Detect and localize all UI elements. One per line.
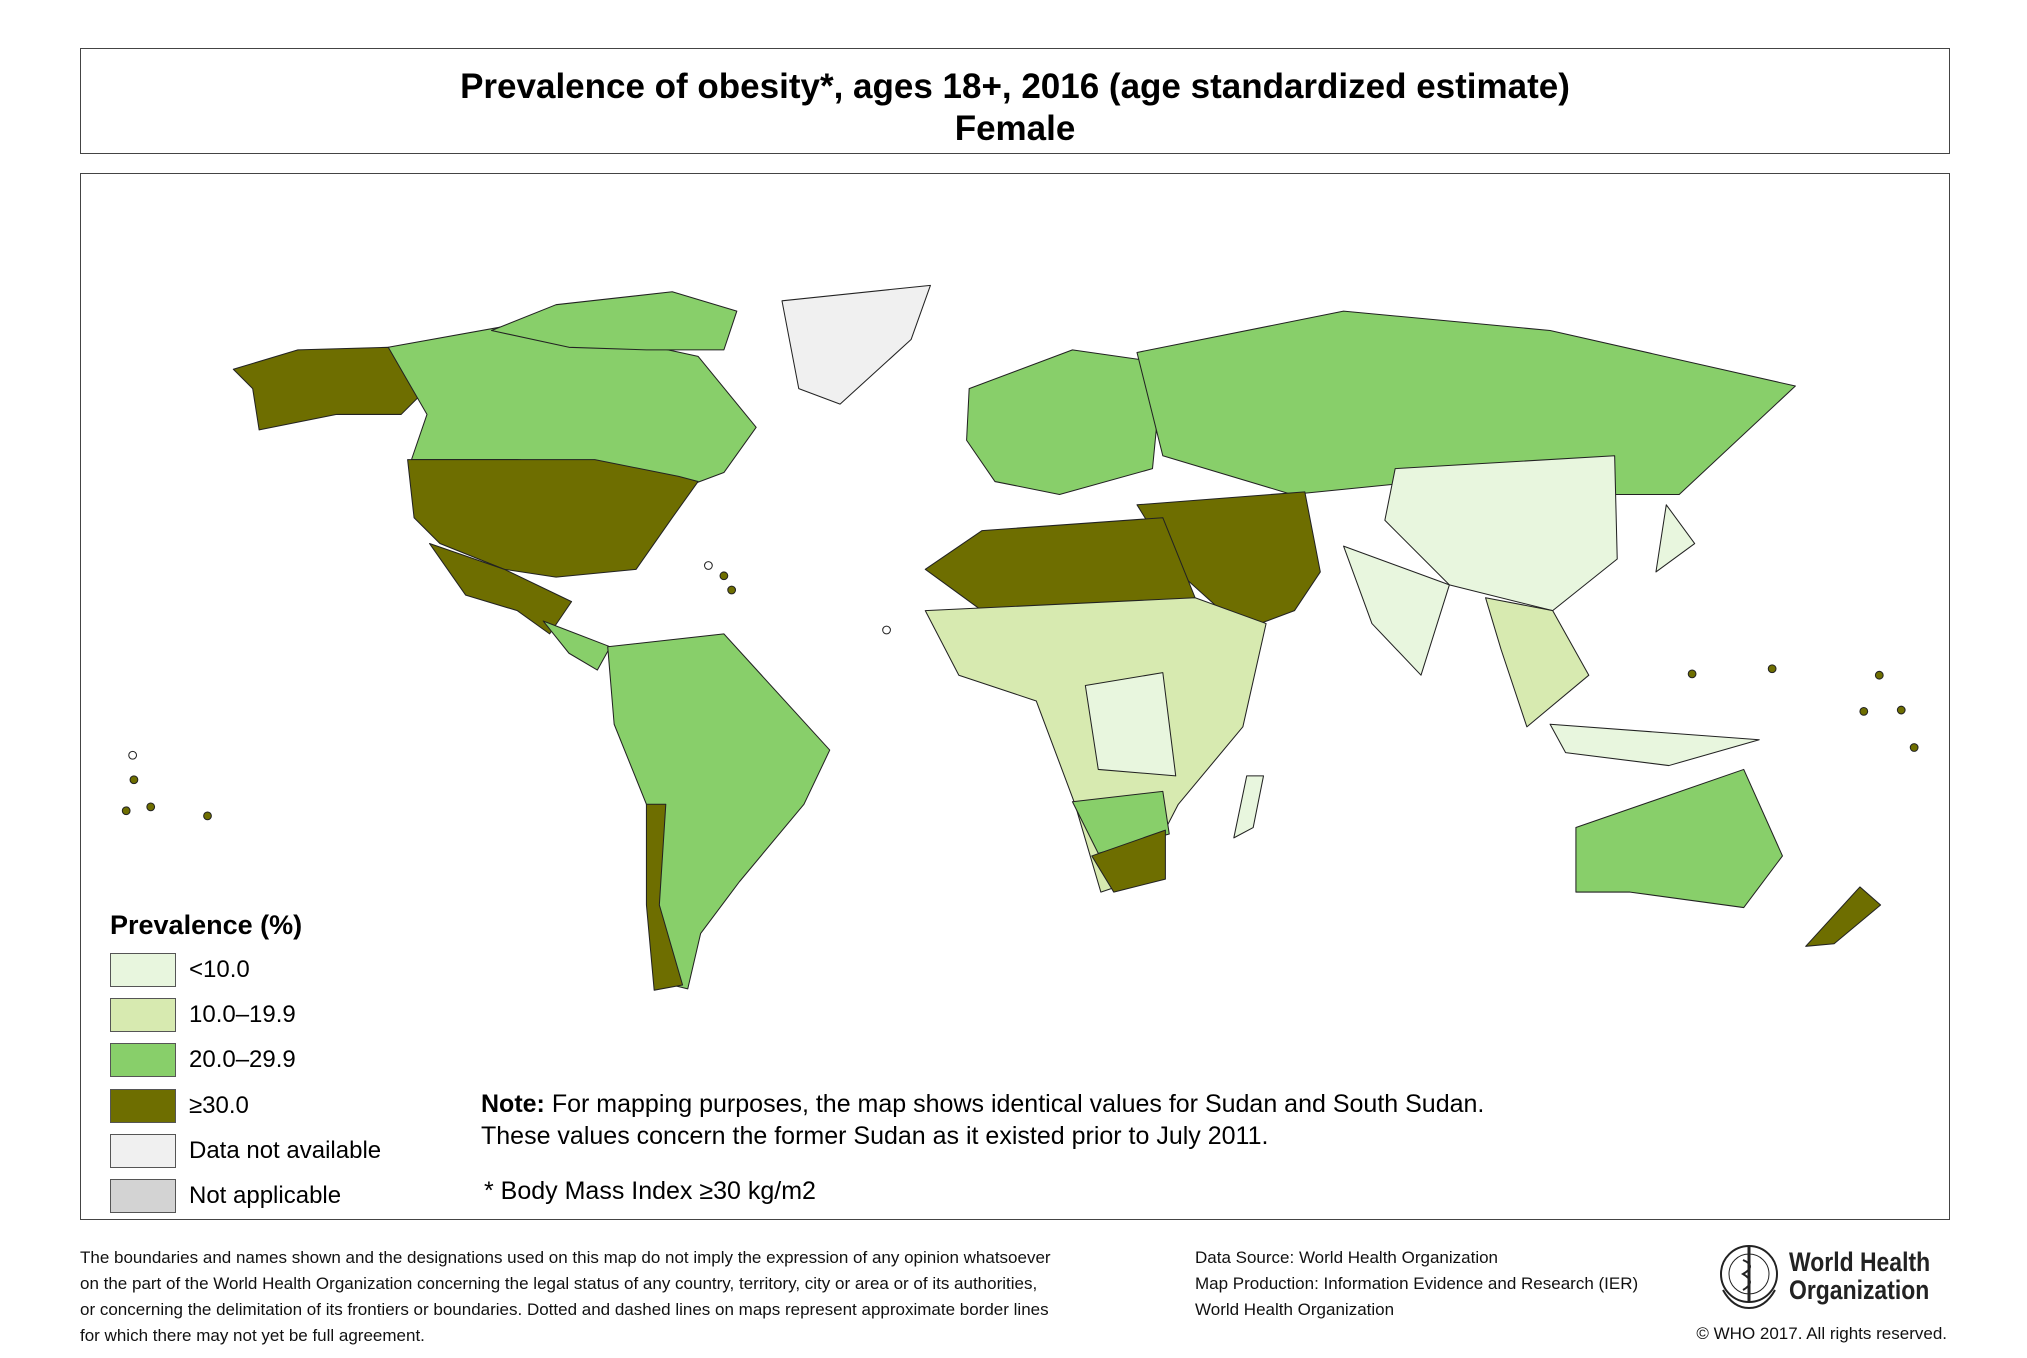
region-chile xyxy=(645,803,684,991)
disclaimer-line: or concerning the delimitation of its fr… xyxy=(80,1300,1049,1319)
region-south-america xyxy=(607,633,831,990)
region-india xyxy=(1343,545,1450,676)
pacific-islands xyxy=(121,571,1919,821)
region-central-africa xyxy=(1084,672,1177,777)
region-greenland xyxy=(781,284,931,405)
note-text: For mapping purposes, the map shows iden… xyxy=(544,1090,1485,1118)
legend-title: Prevalence (%) xyxy=(110,910,303,940)
region-usa xyxy=(407,459,699,578)
sudan-note-line2: These values concern the former Sudan as… xyxy=(481,1122,1269,1150)
region-europe xyxy=(966,349,1164,495)
region-japan xyxy=(1655,504,1696,573)
region-arctic-islands xyxy=(491,291,738,351)
region-mexico xyxy=(429,543,573,635)
region-alaska xyxy=(232,346,428,431)
logo-text: World Health xyxy=(1789,1247,1931,1277)
world-map xyxy=(121,284,1919,991)
credit-line: Data Source: World Health Organization xyxy=(1195,1248,1499,1267)
who-logo: World Health Organization xyxy=(1713,1240,1955,1312)
legend-label: 10.0–19.9 xyxy=(189,1001,296,1028)
region-southeast-asia xyxy=(1485,597,1590,728)
other-islands xyxy=(128,561,891,760)
legend-swatch-20-29 xyxy=(110,1043,176,1077)
map-title-box: Prevalence of obesity*, ages 18+, 2016 (… xyxy=(80,48,1950,154)
region-south-africa xyxy=(1091,829,1166,893)
legend-label: Data not available xyxy=(189,1137,382,1164)
legend-swatch-lt10 xyxy=(110,953,176,987)
logo-text: Organization xyxy=(1789,1275,1930,1305)
legend-swatch-10-19 xyxy=(110,998,176,1032)
legend-swatch-no-data xyxy=(110,1134,176,1168)
credit-line: World Health Organization xyxy=(1195,1300,1395,1319)
disclaimer-line: on the part of the World Health Organiza… xyxy=(80,1274,1038,1293)
legend-label: Not applicable xyxy=(189,1182,342,1209)
map-subtitle: Female xyxy=(954,109,1076,148)
region-australia xyxy=(1575,768,1783,909)
note-label: Note: xyxy=(481,1090,545,1118)
legend-swatch-ge30 xyxy=(110,1089,176,1123)
region-madagascar xyxy=(1233,775,1265,839)
region-indonesia xyxy=(1549,723,1760,767)
region-north-africa xyxy=(924,517,1196,612)
credit-line: Map Production: Information Evidence and… xyxy=(1195,1274,1639,1293)
who-emblem-icon xyxy=(1720,1245,1778,1310)
region-new-zealand xyxy=(1805,886,1882,947)
legend-label: <10.0 xyxy=(189,956,250,983)
map-frame xyxy=(80,173,1950,1220)
map-title: Prevalence of obesity*, ages 18+, 2016 (… xyxy=(460,67,1570,106)
credits: Data Source: World Health Organization M… xyxy=(1195,1245,1638,1323)
legend-swatch-not-applicable xyxy=(110,1179,176,1213)
copyright: © WHO 2017. All rights reserved. xyxy=(1696,1324,1947,1343)
legend-label: 20.0–29.9 xyxy=(189,1046,296,1073)
bmi-footnote: * Body Mass Index ≥30 kg/m2 xyxy=(484,1177,816,1205)
disclaimer-line: for which there may not yet be full agre… xyxy=(80,1326,425,1345)
sudan-note: Note: For mapping purposes, the map show… xyxy=(481,1088,1484,1120)
legend-label: ≥30.0 xyxy=(189,1092,249,1119)
disclaimer-line: The boundaries and names shown and the d… xyxy=(80,1248,1051,1267)
disclaimer: The boundaries and names shown and the d… xyxy=(80,1245,1051,1349)
region-central-america xyxy=(542,620,611,671)
